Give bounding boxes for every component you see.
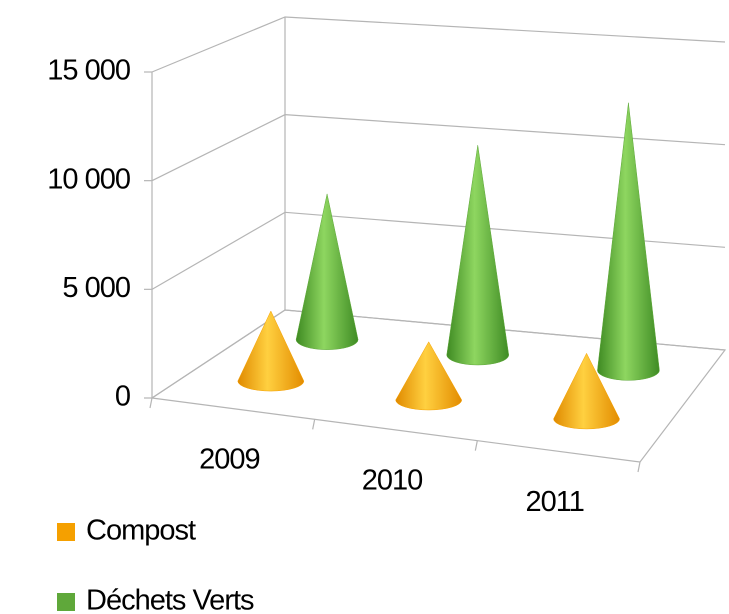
x-tick-label: 2010 (362, 465, 423, 497)
legend-swatch (57, 593, 75, 611)
legend-label: Déchets Verts (86, 585, 254, 614)
x-tick (149, 397, 153, 409)
x-tick (312, 419, 316, 430)
grid-line (151, 114, 726, 182)
x-tick (474, 440, 478, 451)
y-tick-label: 10 000 (47, 163, 130, 195)
x-tick-label: 2011 (525, 486, 583, 518)
y-tick-label: 0 (115, 381, 130, 413)
cone (446, 145, 510, 366)
legend-swatch (57, 523, 75, 541)
x-tick-label: 2009 (199, 443, 260, 475)
cone (597, 102, 660, 381)
x-tick (637, 461, 641, 473)
walls (144, 16, 727, 473)
cone (295, 193, 359, 350)
grid-line (151, 16, 726, 73)
legend-label: Compost (86, 515, 196, 547)
grid-line (151, 211, 726, 290)
cone (237, 310, 305, 392)
y-tick-label: 15 000 (47, 55, 130, 87)
grid-line (151, 309, 726, 399)
y-tick-label: 5 000 (62, 272, 130, 304)
marks (237, 102, 660, 430)
cone (553, 352, 620, 430)
cone (395, 341, 462, 411)
